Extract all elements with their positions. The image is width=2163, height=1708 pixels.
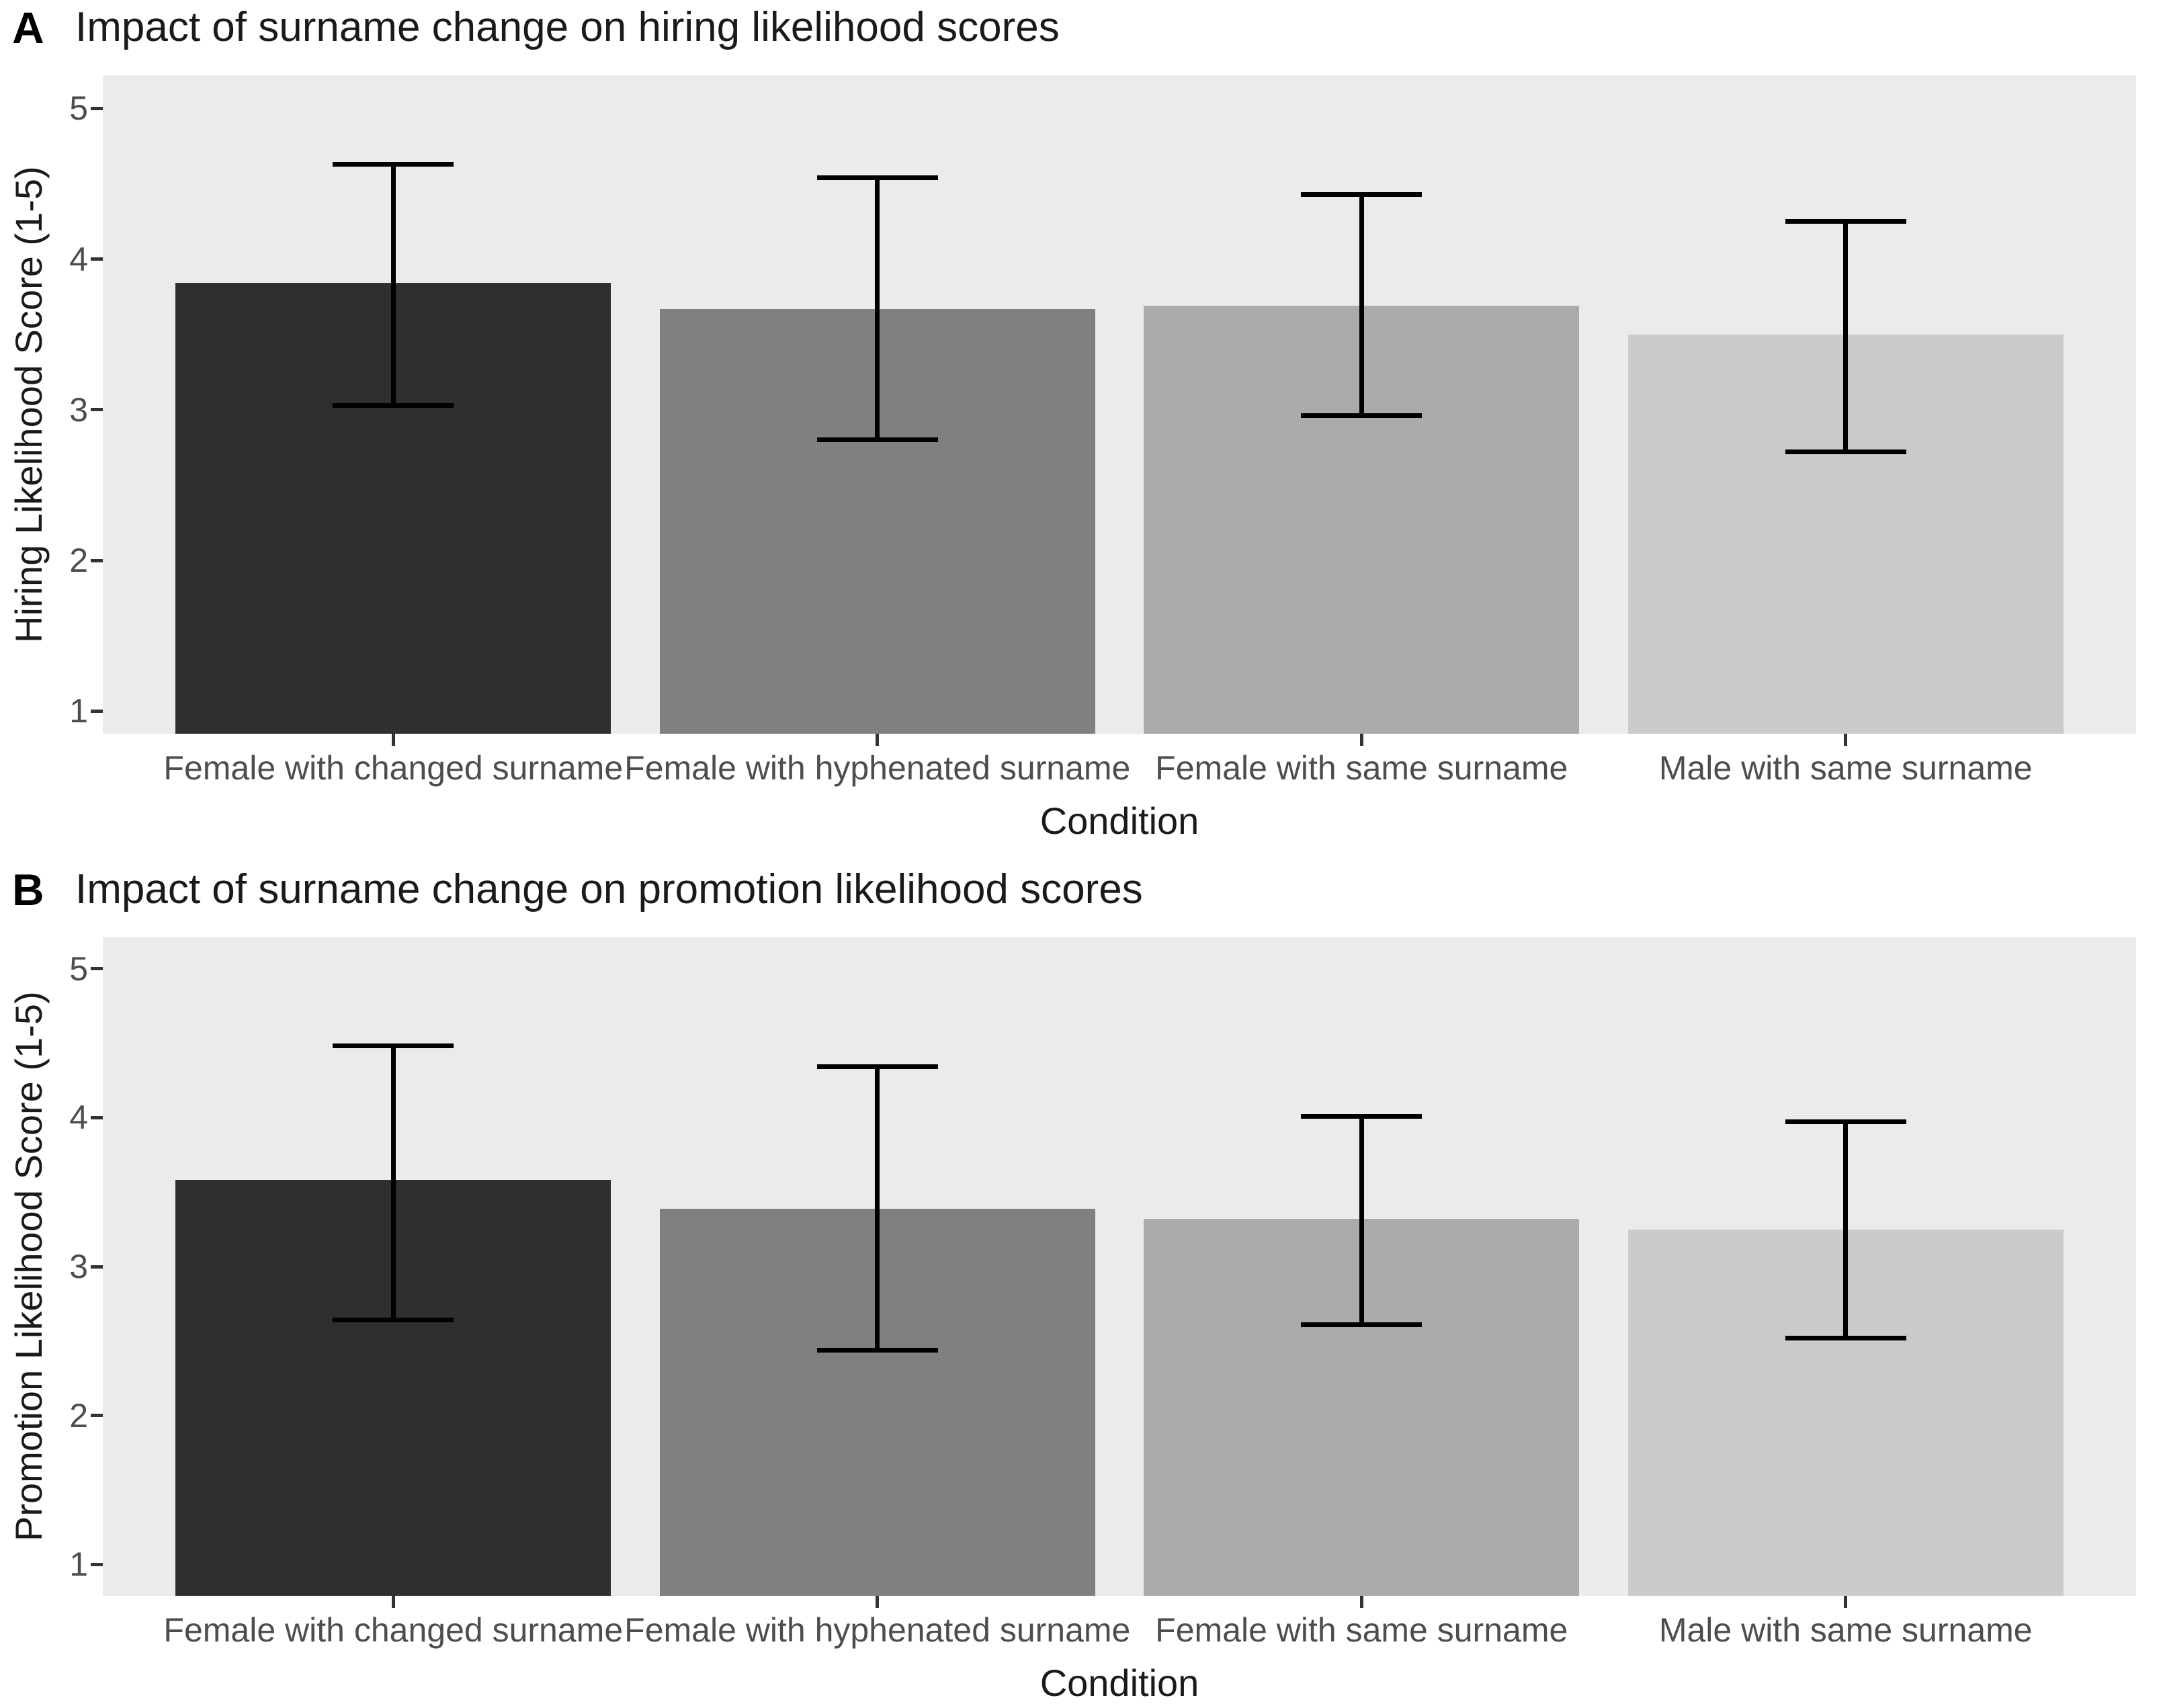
- chart-a-y-axis-title: Hiring Likelihood Score (1-5): [7, 166, 50, 643]
- y-tick-label: 3: [69, 390, 88, 429]
- x-tick-mark: [876, 734, 880, 746]
- error-bar-cap-bottom: [816, 1347, 938, 1353]
- x-tick-mark: [876, 1596, 880, 1608]
- x-tick-mark: [391, 734, 395, 746]
- error-bar-vertical: [1359, 1116, 1364, 1325]
- error-bar-vertical: [875, 1066, 880, 1351]
- error-bar-cap-bottom: [333, 402, 454, 408]
- error-bar-vertical: [390, 164, 396, 406]
- error-bar-cap-top: [1301, 1113, 1423, 1119]
- x-tick-label: Female with same surname: [1155, 1611, 1568, 1649]
- x-tick-label: Male with same surname: [1658, 1611, 2033, 1649]
- y-tick-mark: [91, 558, 103, 562]
- y-tick-mark: [91, 967, 103, 971]
- x-tick-mark: [1844, 734, 1848, 746]
- error-bar-cap-bottom: [333, 1318, 454, 1323]
- chart-panel-b: B Impact of surname change on promotion …: [0, 862, 2163, 1708]
- y-tick-mark: [91, 408, 103, 412]
- error-bar-vertical: [875, 177, 880, 440]
- chart-a-title: Impact of surname change on hiring likel…: [75, 4, 1060, 50]
- y-tick-label: 2: [69, 1396, 88, 1435]
- error-bar-vertical: [1359, 194, 1364, 416]
- chart-b-y-axis-title: Promotion Likelihood Score (1-5): [7, 991, 50, 1542]
- error-bar-vertical: [1843, 221, 1849, 452]
- error-bar-cap-bottom: [1785, 1335, 1906, 1340]
- y-tick-label: 3: [69, 1248, 88, 1285]
- chart-b-title: Impact of surname change on promotion li…: [75, 866, 1143, 912]
- chart-b-plot-area: Promotion Likelihood Score (1-5) Conditi…: [0, 862, 2163, 1708]
- x-tick-mark: [1844, 1596, 1848, 1608]
- x-tick-mark: [1359, 734, 1363, 746]
- x-tick-label: Female with hyphenated surname: [624, 749, 1131, 787]
- error-bar-cap-bottom: [1301, 1322, 1423, 1327]
- chart-a-plot-area: Hiring Likelihood Score (1-5) Condition …: [7, 75, 2136, 842]
- y-tick-label: 5: [69, 949, 88, 988]
- chart-a-x-axis-title: Condition: [1040, 800, 1199, 842]
- error-bar-vertical: [1843, 1121, 1849, 1338]
- y-tick-mark: [91, 106, 103, 110]
- y-tick-mark: [91, 1414, 103, 1418]
- error-bar-cap-bottom: [816, 437, 938, 443]
- error-bar-cap-top: [1785, 1119, 1906, 1125]
- chart-b-x-axis-title: Condition: [1040, 1662, 1199, 1704]
- y-tick-label: 1: [69, 1545, 88, 1584]
- chart-a-tag: A: [12, 3, 44, 52]
- y-tick-label: 2: [69, 542, 88, 580]
- error-bar-cap-top: [1785, 219, 1906, 224]
- x-tick-label: Female with same surname: [1155, 749, 1568, 787]
- error-bar-cap-bottom: [1301, 413, 1423, 419]
- chart-b-title-row: B Impact of surname change on promotion …: [0, 866, 2163, 933]
- x-tick-label: Female with changed surname: [163, 1611, 624, 1649]
- y-tick-mark: [91, 1115, 103, 1119]
- error-bar-cap-top: [333, 1043, 454, 1049]
- error-bar-cap-top: [816, 1064, 938, 1070]
- x-tick-label: Female with changed surname: [163, 749, 624, 787]
- y-tick-label: 4: [69, 1099, 88, 1137]
- x-tick-mark: [391, 1596, 395, 1608]
- error-bar-cap-top: [816, 175, 938, 180]
- chart-a-title-row: A Impact of surname change on hiring lik…: [0, 4, 2163, 71]
- chart-b-tag: B: [12, 865, 44, 914]
- y-tick-mark: [91, 257, 103, 261]
- y-tick-mark: [91, 1265, 103, 1269]
- y-tick-label: 1: [69, 692, 88, 730]
- x-tick-label: Male with same surname: [1658, 749, 2033, 787]
- x-tick-mark: [1359, 1596, 1363, 1608]
- y-tick-label: 4: [69, 240, 88, 278]
- error-bar-vertical: [390, 1045, 396, 1320]
- y-tick-label: 5: [69, 89, 88, 128]
- y-tick-mark: [91, 709, 103, 713]
- chart-panel-a: A Impact of surname change on hiring lik…: [0, 4, 2163, 842]
- error-bar-cap-top: [1301, 191, 1423, 197]
- y-tick-mark: [91, 1562, 103, 1566]
- error-bar-cap-bottom: [1785, 450, 1906, 455]
- error-bar-cap-top: [333, 161, 454, 167]
- x-tick-label: Female with hyphenated surname: [624, 1611, 1131, 1649]
